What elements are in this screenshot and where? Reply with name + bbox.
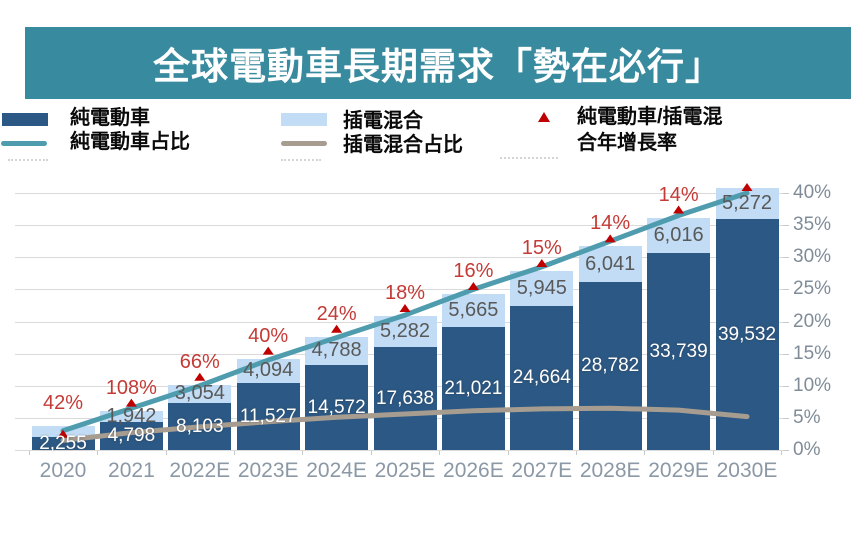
bev-value-label: 17,638	[375, 387, 435, 409]
right-axis-tick	[783, 385, 789, 387]
growth-triangle-icon-2028E	[604, 234, 616, 243]
right-axis-tick	[783, 257, 789, 259]
right-axis-tick	[783, 225, 789, 227]
phev-value-label: 6,016	[653, 223, 704, 246]
growth-triangle-icon-2025E	[399, 303, 411, 312]
growth-triangle-icon-2027E	[536, 259, 548, 268]
phev-value-label: 4,788	[311, 339, 362, 362]
legend-growth-label-line2: 合年增長率	[577, 132, 677, 154]
growth-percent-label: 15%	[521, 237, 562, 259]
legend-phev-share-label: 插電混合占比	[343, 134, 463, 156]
growth-percent-label: 42%	[42, 391, 84, 414]
right-axis-tick-label: 40%	[793, 182, 832, 203]
x-axis-tick	[28, 451, 30, 455]
legend-divider	[281, 159, 321, 161]
growth-triangle-icon-2024E	[331, 324, 343, 333]
x-axis-label: 2024E	[306, 459, 367, 482]
right-axis-tick-label: 35%	[793, 214, 832, 236]
right-axis-tick-label: 15%	[793, 342, 832, 364]
x-axis-label: 2029E	[648, 459, 709, 482]
bev-value-label: 39,532	[717, 323, 777, 345]
right-axis-tick-label: 0%	[793, 439, 821, 460]
page-title: 全球電動車長期需求「勢在必行」	[153, 46, 723, 87]
x-axis-tick	[370, 451, 372, 455]
right-axis-tick	[783, 321, 789, 323]
x-axis-label: 2030E	[716, 459, 778, 482]
legend-divider	[500, 157, 558, 159]
phev-value-label: 6,041	[585, 252, 636, 275]
legend-bev-share-label: 純電動車占比	[70, 131, 190, 153]
bev-value-label: 21,021	[444, 378, 503, 400]
x-axis-label: 2026E	[443, 459, 504, 482]
bev-value-label: 24,664	[512, 367, 571, 389]
right-axis-tick-label: 30%	[793, 246, 832, 268]
right-axis-tick	[783, 193, 789, 194]
x-axis-label: 2027E	[511, 459, 573, 482]
bev-bar-swatch-icon	[2, 113, 48, 126]
growth-percent-label: 14%	[658, 183, 699, 206]
right-axis-tick	[783, 353, 789, 355]
x-axis-tick	[439, 451, 441, 455]
legend-divider	[8, 159, 48, 161]
growth-triangle-swatch-icon	[538, 112, 550, 122]
x-axis-tick	[302, 451, 304, 455]
x-axis-label: 2022E	[169, 459, 231, 482]
growth-percent-label: 14%	[590, 212, 631, 235]
x-axis-tick	[165, 451, 167, 455]
right-axis-tick-label: 5%	[793, 406, 821, 428]
growth-percent-label: 16%	[453, 259, 494, 282]
bev-value-label: 11,527	[239, 405, 297, 427]
growth-percent-label: 108%	[105, 376, 157, 399]
phev-value-label: 4,094	[243, 359, 294, 382]
x-axis-tick	[234, 451, 235, 455]
bev-value-label: 4,798	[107, 425, 156, 447]
growth-percent-label: 40%	[248, 324, 289, 347]
right-axis-tick-label: 25%	[793, 278, 832, 300]
x-axis-tick	[712, 451, 714, 455]
phev-value-label: 5,665	[448, 299, 499, 321]
legend-growth-label-line1: 純電動車/插電混	[577, 106, 723, 128]
phev-value-label: 5,282	[379, 319, 431, 342]
right-axis-tick	[783, 289, 789, 291]
growth-percent-label: 66%	[179, 350, 220, 373]
phev-bar-swatch-icon	[281, 113, 327, 126]
bev-share-line-swatch-icon	[1, 141, 47, 146]
growth-percent-label: 24%	[316, 302, 357, 325]
x-axis-tick	[97, 451, 99, 455]
right-axis-tick	[783, 417, 789, 419]
phev-share-line-swatch-icon	[281, 141, 327, 146]
legend-phev-label: 插電混合	[343, 110, 423, 132]
phev-value-label: 5,945	[516, 276, 567, 299]
right-axis-tick-label: 10%	[793, 374, 832, 396]
bev-value-label: 33,739	[649, 340, 708, 362]
x-axis-tick	[576, 451, 577, 455]
growth-triangle-icon-2029E	[673, 205, 685, 214]
legend-bev-label: 純電動車	[70, 107, 150, 129]
bev-value-label: 14,572	[307, 396, 366, 418]
bev-value-label: 28,782	[581, 355, 640, 377]
phev-value-label: 5,272	[721, 191, 773, 214]
title-banner: 全球電動車長期需求「勢在必行」	[25, 27, 851, 99]
x-axis-tick	[507, 451, 509, 455]
gridline	[15, 450, 783, 451]
x-axis-label: 2021	[108, 459, 155, 482]
growth-percent-label: 18%	[384, 281, 426, 304]
right-axis-tick-label: 20%	[793, 310, 832, 332]
x-axis-label: 2020	[39, 459, 87, 482]
x-axis-label: 2023E	[237, 459, 299, 482]
bev-value-label: 2,255	[39, 432, 87, 454]
phev-value-label: 1,942	[106, 404, 157, 427]
phev-value-label: 3,054	[174, 382, 225, 405]
x-axis-label: 2028E	[579, 459, 641, 482]
growth-triangle-icon-2022E	[194, 372, 206, 381]
right-axis-tick	[783, 450, 789, 451]
bev-value-label: 8,103	[176, 415, 224, 437]
x-axis-label: 2025E	[374, 459, 436, 482]
x-axis-tick	[644, 451, 646, 455]
x-axis-tick	[781, 451, 783, 455]
